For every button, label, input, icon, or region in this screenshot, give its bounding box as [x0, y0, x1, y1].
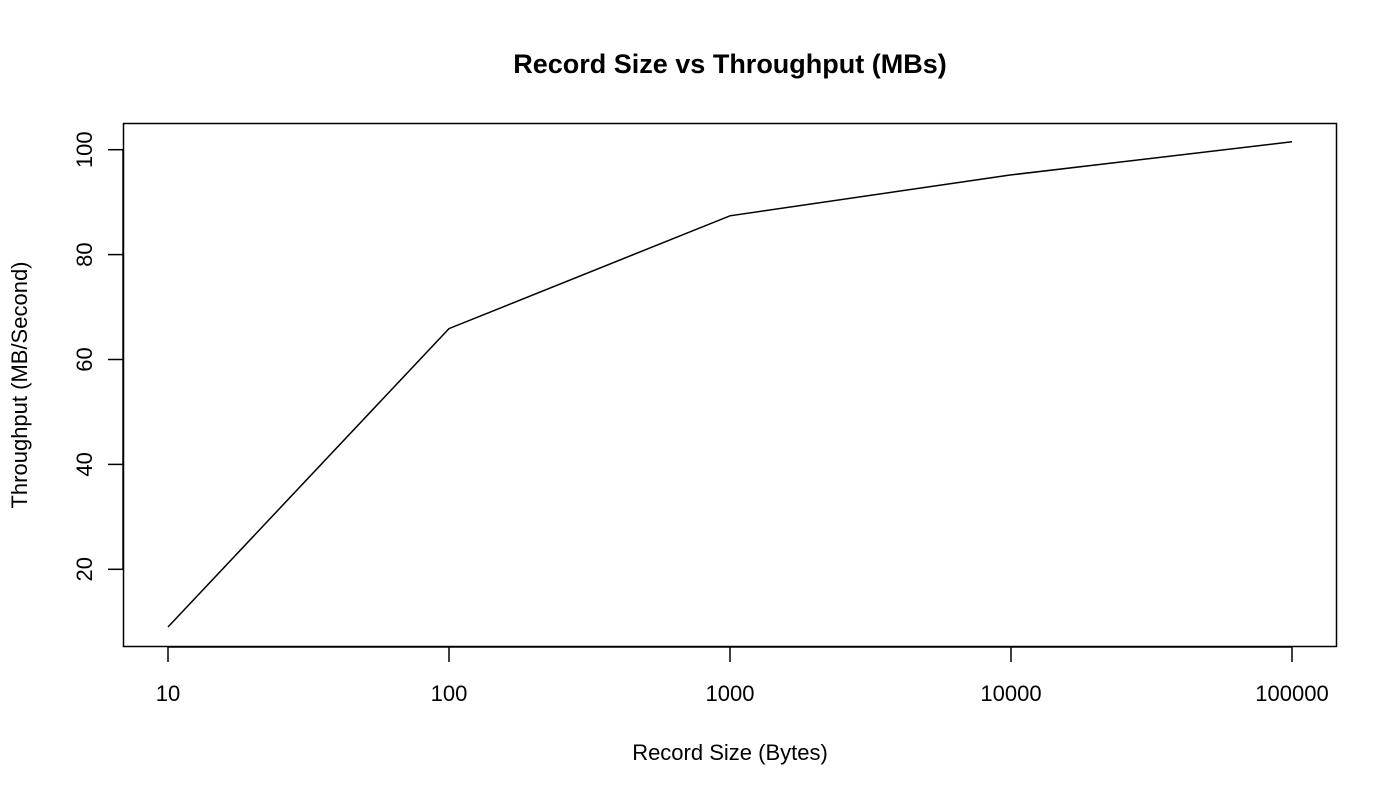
y-axis: 20 40 60 80 100	[72, 131, 124, 582]
y-tick-label: 80	[72, 242, 97, 266]
x-tick-label: 10	[156, 681, 180, 706]
x-tick-label: 100000	[1255, 681, 1328, 706]
x-tick-label: 100	[431, 681, 468, 706]
y-tick-label: 60	[72, 347, 97, 371]
y-tick-label: 40	[72, 452, 97, 476]
y-tick-label: 20	[72, 557, 97, 581]
x-tick-label: 1000	[706, 681, 755, 706]
y-tick-label: 100	[72, 131, 97, 168]
throughput-line	[167, 141, 1293, 628]
x-tick-label: 10000	[980, 681, 1041, 706]
plot-area-frame	[122, 122, 1338, 648]
chart-title: Record Size vs Throughput (MBs)	[513, 49, 947, 79]
y-axis-label: Throughput (MB/Second)	[7, 261, 32, 508]
x-axis-label: Record Size (Bytes)	[632, 740, 828, 765]
x-axis: 10 100 1000 10000 100000	[156, 646, 1329, 706]
